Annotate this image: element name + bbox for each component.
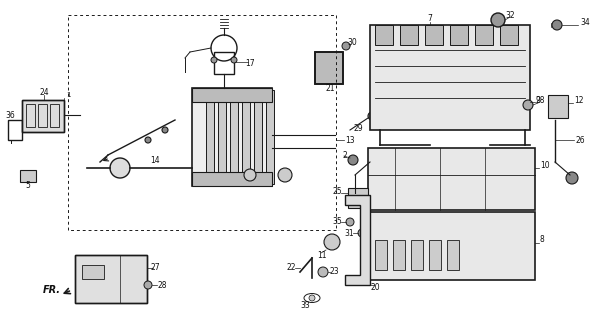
Text: 33: 33 xyxy=(300,300,310,309)
Bar xyxy=(192,88,272,102)
Polygon shape xyxy=(475,25,493,45)
Bar xyxy=(315,52,343,84)
Bar xyxy=(411,240,423,270)
Polygon shape xyxy=(230,90,238,184)
Bar xyxy=(75,255,147,303)
Circle shape xyxy=(231,57,237,63)
Text: 8: 8 xyxy=(540,236,545,244)
Bar xyxy=(447,240,459,270)
Text: FR.: FR. xyxy=(43,285,61,295)
Text: 24: 24 xyxy=(39,87,49,97)
Circle shape xyxy=(491,13,505,27)
Text: 26: 26 xyxy=(576,135,585,145)
Bar xyxy=(8,120,22,140)
Polygon shape xyxy=(368,148,535,210)
Text: 29: 29 xyxy=(353,124,363,132)
Bar xyxy=(38,104,47,127)
Circle shape xyxy=(162,127,168,133)
Bar xyxy=(22,100,64,132)
Circle shape xyxy=(552,20,562,30)
Text: 2: 2 xyxy=(342,150,347,159)
Text: 20: 20 xyxy=(370,284,380,292)
Circle shape xyxy=(145,137,151,143)
Text: 5: 5 xyxy=(25,180,30,189)
Text: 21: 21 xyxy=(325,84,335,92)
Circle shape xyxy=(324,234,340,250)
Text: 17: 17 xyxy=(245,59,255,68)
Polygon shape xyxy=(500,25,518,45)
Text: 35: 35 xyxy=(332,218,342,227)
Text: 12: 12 xyxy=(574,95,584,105)
Circle shape xyxy=(523,100,533,110)
Text: 23: 23 xyxy=(330,268,339,276)
Text: 34: 34 xyxy=(580,18,590,27)
Polygon shape xyxy=(206,90,214,184)
Text: 31: 31 xyxy=(344,228,354,237)
Text: 25: 25 xyxy=(332,188,342,196)
Circle shape xyxy=(368,112,376,120)
Polygon shape xyxy=(218,90,226,184)
Polygon shape xyxy=(266,90,274,184)
Text: 9: 9 xyxy=(536,95,541,105)
Bar xyxy=(20,170,36,182)
Bar xyxy=(192,172,272,186)
Text: 30: 30 xyxy=(347,37,357,46)
Bar xyxy=(26,104,35,127)
Bar xyxy=(214,52,234,74)
Polygon shape xyxy=(450,25,468,45)
Bar xyxy=(82,265,104,279)
Circle shape xyxy=(144,281,152,289)
Polygon shape xyxy=(370,25,530,130)
Text: 28: 28 xyxy=(158,281,167,290)
Bar xyxy=(22,100,64,132)
Polygon shape xyxy=(242,90,250,184)
Text: 28: 28 xyxy=(535,95,545,105)
Text: 22: 22 xyxy=(287,263,296,273)
Bar xyxy=(429,240,441,270)
Polygon shape xyxy=(425,25,443,45)
Circle shape xyxy=(110,158,130,178)
Circle shape xyxy=(211,57,217,63)
Polygon shape xyxy=(348,188,368,208)
Circle shape xyxy=(346,218,354,226)
Circle shape xyxy=(244,169,256,181)
Circle shape xyxy=(348,155,358,165)
Bar xyxy=(393,240,405,270)
Bar xyxy=(75,255,147,303)
Polygon shape xyxy=(400,25,418,45)
Text: 11: 11 xyxy=(318,251,327,260)
Polygon shape xyxy=(345,195,370,285)
Bar xyxy=(315,52,343,84)
Polygon shape xyxy=(548,95,568,118)
Bar xyxy=(50,104,59,127)
Text: 1: 1 xyxy=(65,92,70,98)
Polygon shape xyxy=(368,212,535,280)
Text: 14: 14 xyxy=(150,156,160,164)
Circle shape xyxy=(358,229,366,237)
Text: 36: 36 xyxy=(5,110,15,119)
Text: 27: 27 xyxy=(150,263,160,273)
Polygon shape xyxy=(254,90,262,184)
Text: 32: 32 xyxy=(505,11,515,20)
Circle shape xyxy=(318,267,328,277)
Circle shape xyxy=(278,168,292,182)
Text: 13: 13 xyxy=(345,135,355,145)
Bar xyxy=(375,240,387,270)
Circle shape xyxy=(342,42,350,50)
Bar xyxy=(192,88,272,186)
Text: 10: 10 xyxy=(540,161,550,170)
Circle shape xyxy=(309,295,315,301)
Text: 7: 7 xyxy=(428,13,433,22)
Polygon shape xyxy=(375,25,393,45)
Circle shape xyxy=(566,172,578,184)
